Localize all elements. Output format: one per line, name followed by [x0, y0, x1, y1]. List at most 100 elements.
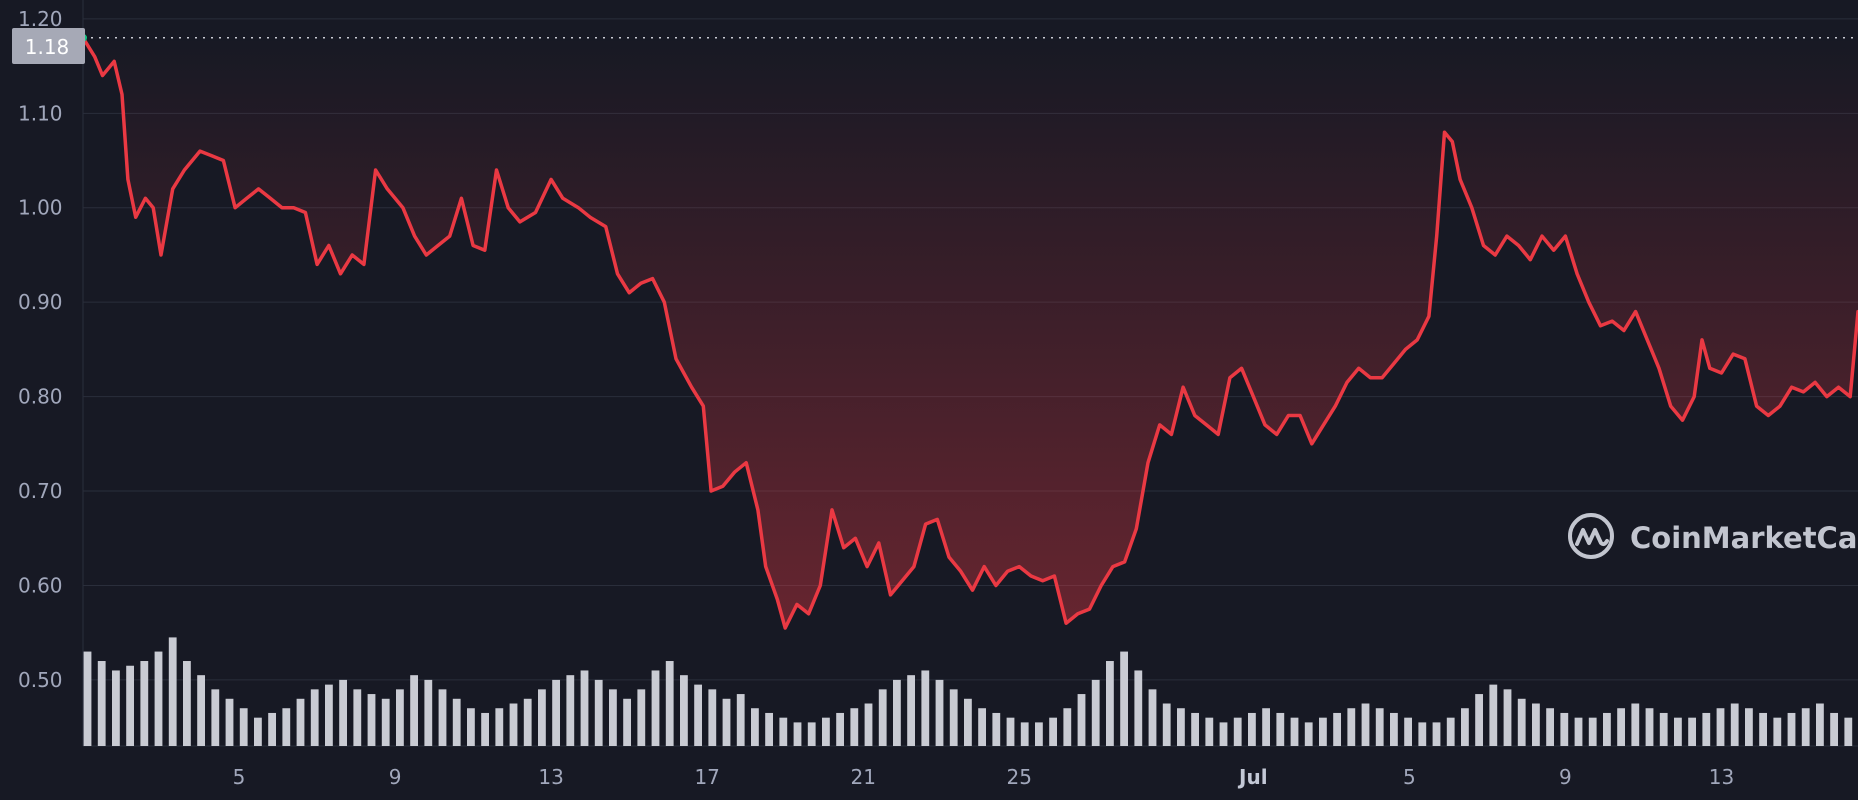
volume-bar [651, 670, 660, 746]
volume-bar [1617, 708, 1626, 746]
volume-bar [1745, 708, 1753, 746]
volume-bar [992, 712, 1001, 746]
volume-bar [580, 670, 589, 746]
volume-bar [1347, 708, 1356, 746]
volume-bar [680, 675, 688, 746]
volume-bar [282, 708, 291, 746]
y-tick-label: 0.70 [18, 479, 63, 503]
volume-bar [1219, 722, 1228, 746]
volume-bar [1177, 708, 1185, 746]
volume-bar [438, 689, 447, 746]
volume-bar [1006, 717, 1015, 746]
volume-bar [1787, 712, 1796, 746]
x-tick-label: 9 [1559, 765, 1572, 789]
volume-bar [154, 651, 163, 746]
volume-bar [893, 679, 901, 746]
volume-bar [1574, 717, 1583, 746]
volume-bar [1191, 712, 1200, 746]
coinmarketcap-watermark: CoinMarketCap [1568, 513, 1858, 559]
y-tick-label: 1.00 [18, 196, 63, 220]
volume-bar [1063, 708, 1072, 746]
volume-bar [1532, 703, 1540, 746]
x-tick-label: 5 [233, 765, 246, 789]
y-tick-label: 1.10 [18, 101, 63, 125]
x-tick-label: 21 [850, 765, 875, 789]
x-tick-label: 13 [538, 765, 563, 789]
volume-bar [1120, 651, 1129, 746]
volume-bar [708, 689, 717, 746]
volume-bar [1659, 712, 1668, 746]
volume-bar [694, 684, 703, 746]
volume-bar [665, 661, 674, 746]
volume-bar [509, 703, 518, 746]
volume-bar [239, 708, 248, 746]
volume-bar [1801, 708, 1810, 746]
volume-bar [822, 717, 830, 746]
volume-bar [1375, 708, 1384, 746]
x-tick-label: 13 [1709, 765, 1734, 789]
volume-bar [168, 637, 177, 746]
volume-bar [83, 651, 92, 746]
volume-bar [1688, 717, 1697, 746]
volume-bar [949, 689, 958, 746]
volume-bar [736, 694, 745, 746]
volume-bar [722, 698, 731, 746]
volume-bar [353, 689, 362, 746]
volume-bar [1773, 717, 1782, 746]
volume-bar [1205, 717, 1214, 746]
x-tick-label: 5 [1403, 765, 1416, 789]
x-axis-ticks: 5 9 13 17 21 25 Jul 5 9 13 [233, 765, 1735, 789]
price-area-fill [83, 37, 1858, 629]
volume-bar [1233, 717, 1242, 746]
volume-bar [1290, 717, 1299, 746]
volume-bar [1461, 708, 1469, 746]
volume-bar [1503, 689, 1512, 746]
volume-bar [637, 689, 646, 746]
volume-bar [296, 698, 305, 746]
volume-bar [1588, 717, 1597, 746]
volume-bar [935, 679, 944, 746]
volume-bar [1759, 712, 1768, 746]
volume-bar [1077, 694, 1086, 746]
volume-bar [1418, 722, 1427, 746]
volume-bar [964, 698, 972, 746]
volume-bar [225, 698, 234, 746]
volume-bar [1276, 712, 1285, 746]
volume-bar [779, 717, 788, 746]
volume-bar [1020, 722, 1029, 746]
volume-bar [1517, 698, 1526, 746]
volume-bar [1390, 712, 1398, 746]
volume-bar [1645, 708, 1654, 746]
coinmarketcap-logo-icon [1568, 513, 1614, 559]
coinmarketcap-wordmark: CoinMarketCap [1630, 521, 1858, 555]
volume-bar [1134, 670, 1143, 746]
volume-bar [1248, 712, 1256, 746]
volume-bar [978, 708, 987, 746]
y-tick-label: 0.50 [18, 668, 63, 692]
volume-bar [1631, 703, 1640, 746]
volume-bar [566, 675, 575, 746]
volume-bar [1816, 703, 1824, 746]
volume-bar [183, 661, 191, 746]
volume-bar [1404, 717, 1413, 746]
volume-bar [254, 717, 262, 746]
x-tick-label: 9 [389, 765, 402, 789]
volume-bar [765, 712, 774, 746]
volume-bar [793, 722, 802, 746]
volume-bar [1304, 722, 1313, 746]
volume-bar [850, 708, 859, 746]
volume-bar [1603, 712, 1611, 746]
volume-bar [1035, 722, 1043, 746]
volume-bar [864, 703, 873, 746]
volume-bar [1361, 703, 1370, 746]
volume-bar [751, 708, 759, 746]
volume-bar [1716, 708, 1725, 746]
volume-bar [1319, 717, 1327, 746]
volume-bar [1489, 684, 1498, 746]
current-price-badge: 1.18 [12, 28, 85, 64]
volume-bar [1106, 661, 1114, 746]
volume-bar [367, 694, 376, 746]
volume-bar [1674, 717, 1682, 746]
volume-bar [339, 679, 348, 746]
volume-bar [907, 675, 916, 746]
